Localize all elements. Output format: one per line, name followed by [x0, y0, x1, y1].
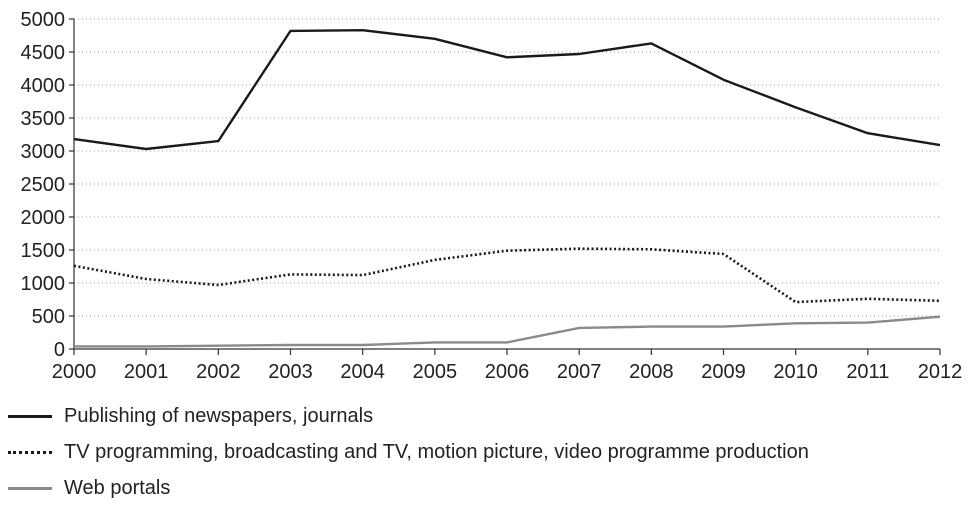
x-tick-label: 2009	[701, 361, 746, 383]
y-tick-label: 5000	[21, 9, 66, 31]
legend-swatch-dotted	[8, 450, 52, 454]
y-tick-label: 0	[54, 339, 65, 361]
x-tick-label: 2003	[268, 361, 313, 383]
legend-item-tv: TV programming, broadcasting and TV, mot…	[8, 434, 809, 470]
y-tick-label: 3500	[21, 108, 66, 130]
legend-label: Publishing of newspapers, journals	[64, 404, 374, 427]
x-tick-label: 2008	[629, 361, 674, 383]
legend-swatch-solid	[8, 414, 52, 418]
series-lines	[73, 29, 941, 348]
x-tick-label: 2001	[124, 361, 169, 383]
x-tick-label: 2012	[918, 361, 963, 383]
legend-label: Web portals	[64, 476, 171, 499]
y-tick-label: 4000	[21, 75, 66, 97]
y-tick-label: 500	[32, 306, 65, 328]
legend-item-newspapers: Publishing of newspapers, journals	[8, 398, 809, 434]
x-tick-label: 2000	[52, 361, 97, 383]
series-line-2	[74, 315, 941, 348]
x-tick-label: 2007	[557, 361, 602, 383]
series-line-1	[73, 247, 941, 304]
y-tick-label: 4500	[21, 42, 66, 64]
x-tick-label: 2006	[485, 361, 530, 383]
gridlines	[74, 18, 940, 317]
x-tick-label: 2010	[773, 361, 818, 383]
line-chart: 0 500 1000 1500 2000 2500 3000 3500 4000 4500 5000…	[21, 9, 963, 383]
legend-item-web-portals: Web portals	[8, 470, 809, 506]
legend-swatch-grey	[8, 486, 52, 490]
y-tick-label: 1500	[21, 240, 66, 262]
x-tick-label: 2002	[196, 361, 241, 383]
y-tick-label: 1000	[21, 273, 66, 295]
y-tick-label: 2000	[21, 207, 66, 229]
y-tick-label: 3000	[21, 141, 66, 163]
x-tick-label: 2004	[340, 361, 385, 383]
legend-label: TV programming, broadcasting and TV, mot…	[64, 440, 809, 463]
legend: Publishing of newspapers, journals TV pr…	[8, 398, 809, 506]
y-tick-label: 2500	[21, 174, 66, 196]
x-tick-label: 2011	[846, 361, 889, 383]
y-axis-ticks: 0 500 1000 1500 2000 2500 3000 3500 4000 4500 5000	[21, 9, 74, 361]
x-tick-label: 2005	[413, 361, 458, 383]
series-line-0	[73, 29, 941, 151]
x-axis-ticks: 2000 2001 2002 2003 2004 2005 2006 2007 2008 2009…	[52, 349, 963, 383]
